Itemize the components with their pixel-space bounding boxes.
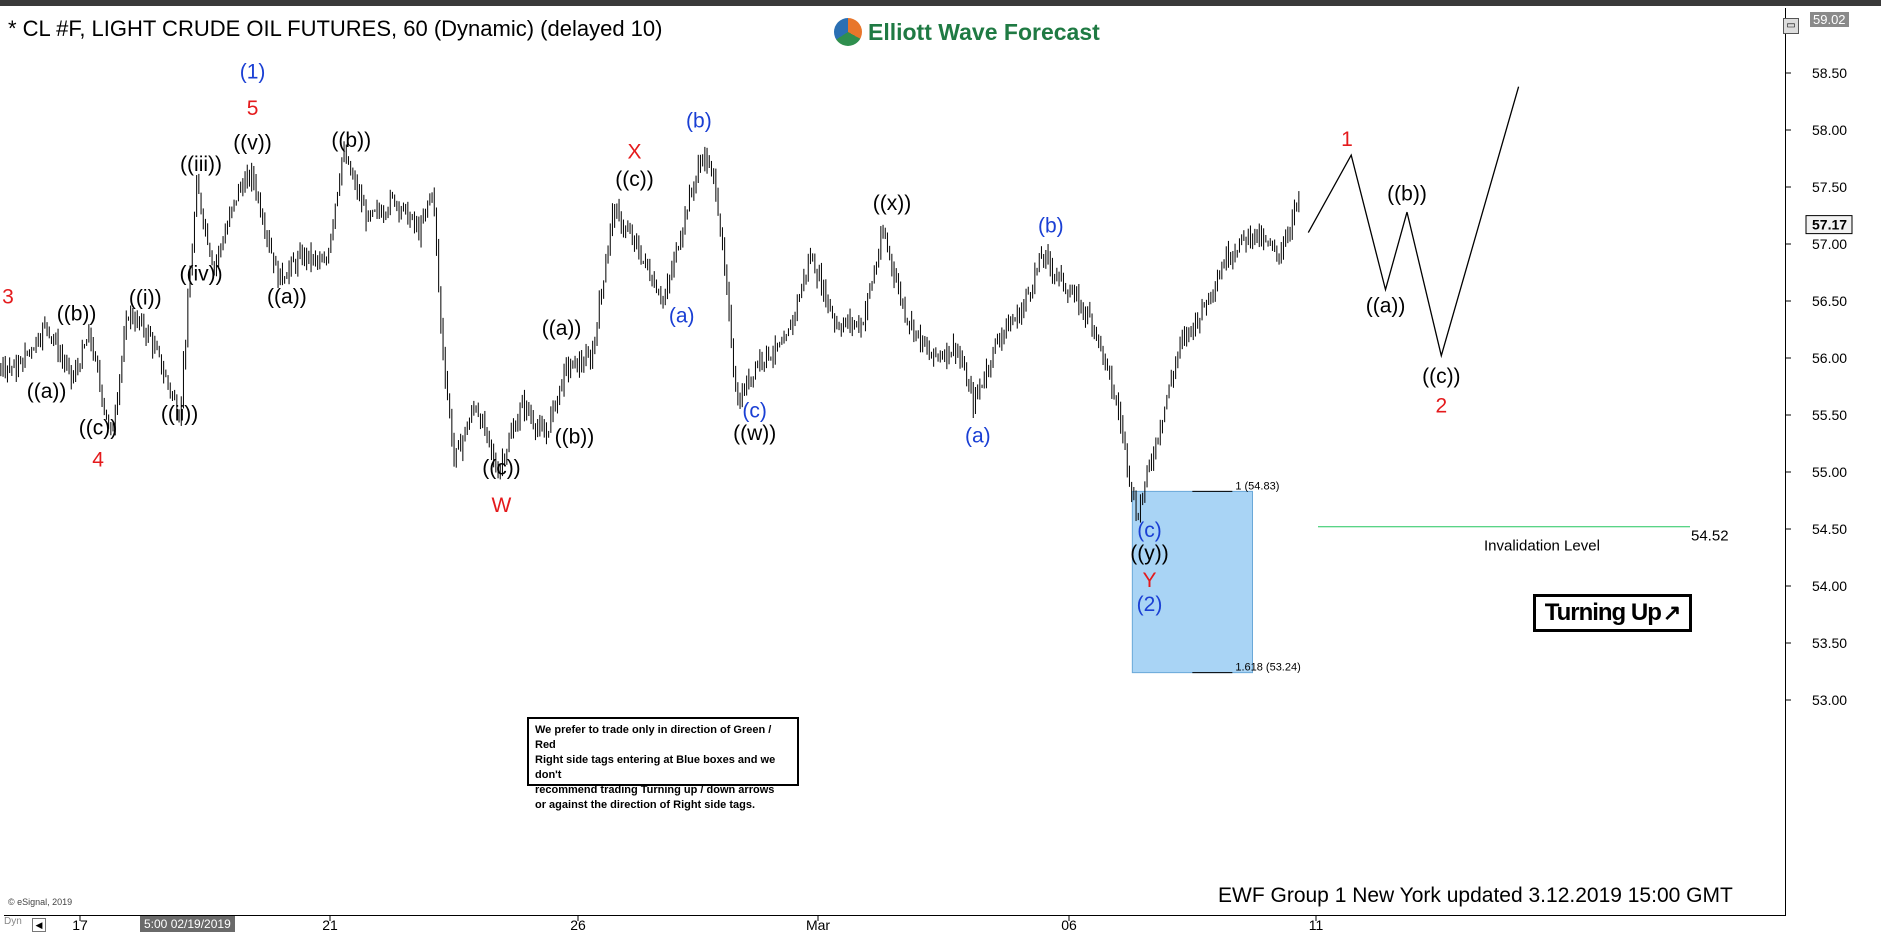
wave-label: X bbox=[627, 141, 641, 164]
x-tick-label: 21 bbox=[322, 917, 338, 933]
notice-line: or against the direction of Right side t… bbox=[535, 799, 756, 811]
wave-label: (c) bbox=[742, 399, 767, 422]
wave-label: ((w)) bbox=[733, 422, 776, 445]
wave-label: ((a)) bbox=[27, 380, 67, 403]
wave-label: ((a)) bbox=[1366, 294, 1406, 317]
x-tick-label: 11 bbox=[1309, 917, 1324, 933]
last-price-label: 57.17 bbox=[1812, 217, 1847, 233]
turning-up-label: Turning Up bbox=[1544, 599, 1662, 626]
wave-label: ((a)) bbox=[542, 317, 582, 340]
wave-label: Y bbox=[1142, 569, 1156, 592]
wave-label: ((v)) bbox=[233, 131, 271, 154]
y-tick-label: 57.00 bbox=[1812, 236, 1847, 252]
wave-label: ((y)) bbox=[1130, 542, 1168, 565]
fib-level-label: 1 (54.83) bbox=[1235, 480, 1279, 492]
window-restore-icon[interactable]: ▭ bbox=[1783, 18, 1799, 34]
invalidation-value: 54.52 bbox=[1691, 528, 1729, 545]
wave-label: ((b)) bbox=[57, 302, 97, 325]
brand-logo-icon bbox=[834, 18, 862, 46]
wave-label: (b) bbox=[686, 110, 712, 133]
wave-label: 1 bbox=[1341, 128, 1353, 151]
y-tick-label: 58.50 bbox=[1812, 65, 1847, 81]
wave-label: ((iv)) bbox=[179, 262, 222, 285]
arrow-up-right-icon: ↗ bbox=[1662, 600, 1681, 625]
esignal-copyright: © eSignal, 2019 bbox=[8, 897, 73, 907]
invalidation-label: Invalidation Level bbox=[1484, 538, 1600, 555]
y-tick-label: 54.00 bbox=[1812, 578, 1847, 594]
wave-label: ((c)) bbox=[79, 416, 117, 439]
wave-label: (a) bbox=[669, 305, 695, 328]
wave-label: ((c)) bbox=[615, 168, 653, 191]
blue-box-area bbox=[1131, 490, 1254, 674]
wave-label: ((c)) bbox=[482, 456, 520, 479]
plot-frame bbox=[4, 8, 1786, 916]
y-tick-label: 53.50 bbox=[1812, 635, 1847, 651]
y-tick-label: 55.00 bbox=[1812, 464, 1847, 480]
dyn-label: Dyn bbox=[4, 916, 22, 927]
wave-label: ((b)) bbox=[1387, 183, 1427, 206]
wave-label: (2) bbox=[1137, 593, 1163, 616]
wave-label: (a) bbox=[965, 424, 991, 447]
y-tick-label: 56.50 bbox=[1812, 293, 1847, 309]
wave-label: 5 bbox=[247, 97, 259, 120]
x-tick-label: 06 bbox=[1061, 917, 1077, 933]
brand[interactable]: Elliott Wave Forecast bbox=[834, 18, 1100, 46]
wave-label: ((b)) bbox=[331, 129, 371, 152]
y-tick-label: 55.50 bbox=[1812, 407, 1847, 423]
cursor-date-tag: 5:00 02/19/2019 bbox=[140, 916, 235, 932]
wave-label: ((i)) bbox=[129, 286, 162, 309]
y-tick-label: 53.00 bbox=[1812, 692, 1847, 708]
wave-label: (c) bbox=[1137, 519, 1162, 542]
wave-label: (b) bbox=[1038, 215, 1064, 238]
wave-label: ((c)) bbox=[1422, 365, 1460, 388]
wave-label: W bbox=[492, 494, 512, 517]
top-price-tag: 59.02 bbox=[1810, 12, 1849, 27]
brand-name: Elliott Wave Forecast bbox=[868, 18, 1100, 45]
notice-line: We prefer to trade only in direction of … bbox=[535, 724, 772, 751]
wave-label: 2 bbox=[1435, 395, 1447, 418]
x-tick-label: 17 bbox=[72, 917, 88, 933]
last-price-box bbox=[1805, 215, 1853, 235]
fib-level-label: 1.618 (53.24) bbox=[1235, 662, 1300, 674]
y-tick-label: 57.50 bbox=[1812, 179, 1847, 195]
y-tick-label: 58.00 bbox=[1812, 122, 1847, 138]
chart-title: * CL #F, LIGHT CRUDE OIL FUTURES, 60 (Dy… bbox=[8, 16, 663, 41]
notice-line: Right side tags entering at Blue boxes a… bbox=[535, 754, 776, 781]
scroll-left-icon[interactable]: ◀ bbox=[32, 918, 46, 932]
x-tick-label: 26 bbox=[570, 917, 586, 933]
update-footer: EWF Group 1 New York updated 3.12.2019 1… bbox=[1218, 884, 1733, 907]
wave-label: ((x)) bbox=[873, 192, 911, 215]
trading-notice: We prefer to trade only in direction of … bbox=[527, 717, 799, 811]
wave-label: ((ii)) bbox=[161, 403, 198, 426]
notice-line: recommend trading Turning up / down arro… bbox=[535, 784, 775, 796]
wave-label: 3 bbox=[2, 285, 14, 308]
projection-path bbox=[1307, 86, 1520, 359]
x-tick-label: Mar bbox=[806, 917, 830, 933]
wave-label: ((b)) bbox=[555, 426, 595, 449]
wave-label: 4 bbox=[92, 448, 104, 471]
turning-up-badge: Turning Up↗ bbox=[1533, 594, 1692, 632]
wave-label: ((a)) bbox=[267, 285, 307, 308]
wave-label: ((iii)) bbox=[180, 153, 222, 176]
y-tick-label: 54.50 bbox=[1812, 521, 1847, 537]
top-strip bbox=[0, 0, 1881, 6]
wave-label: (1) bbox=[240, 61, 266, 84]
y-tick-label: 56.00 bbox=[1812, 350, 1847, 366]
